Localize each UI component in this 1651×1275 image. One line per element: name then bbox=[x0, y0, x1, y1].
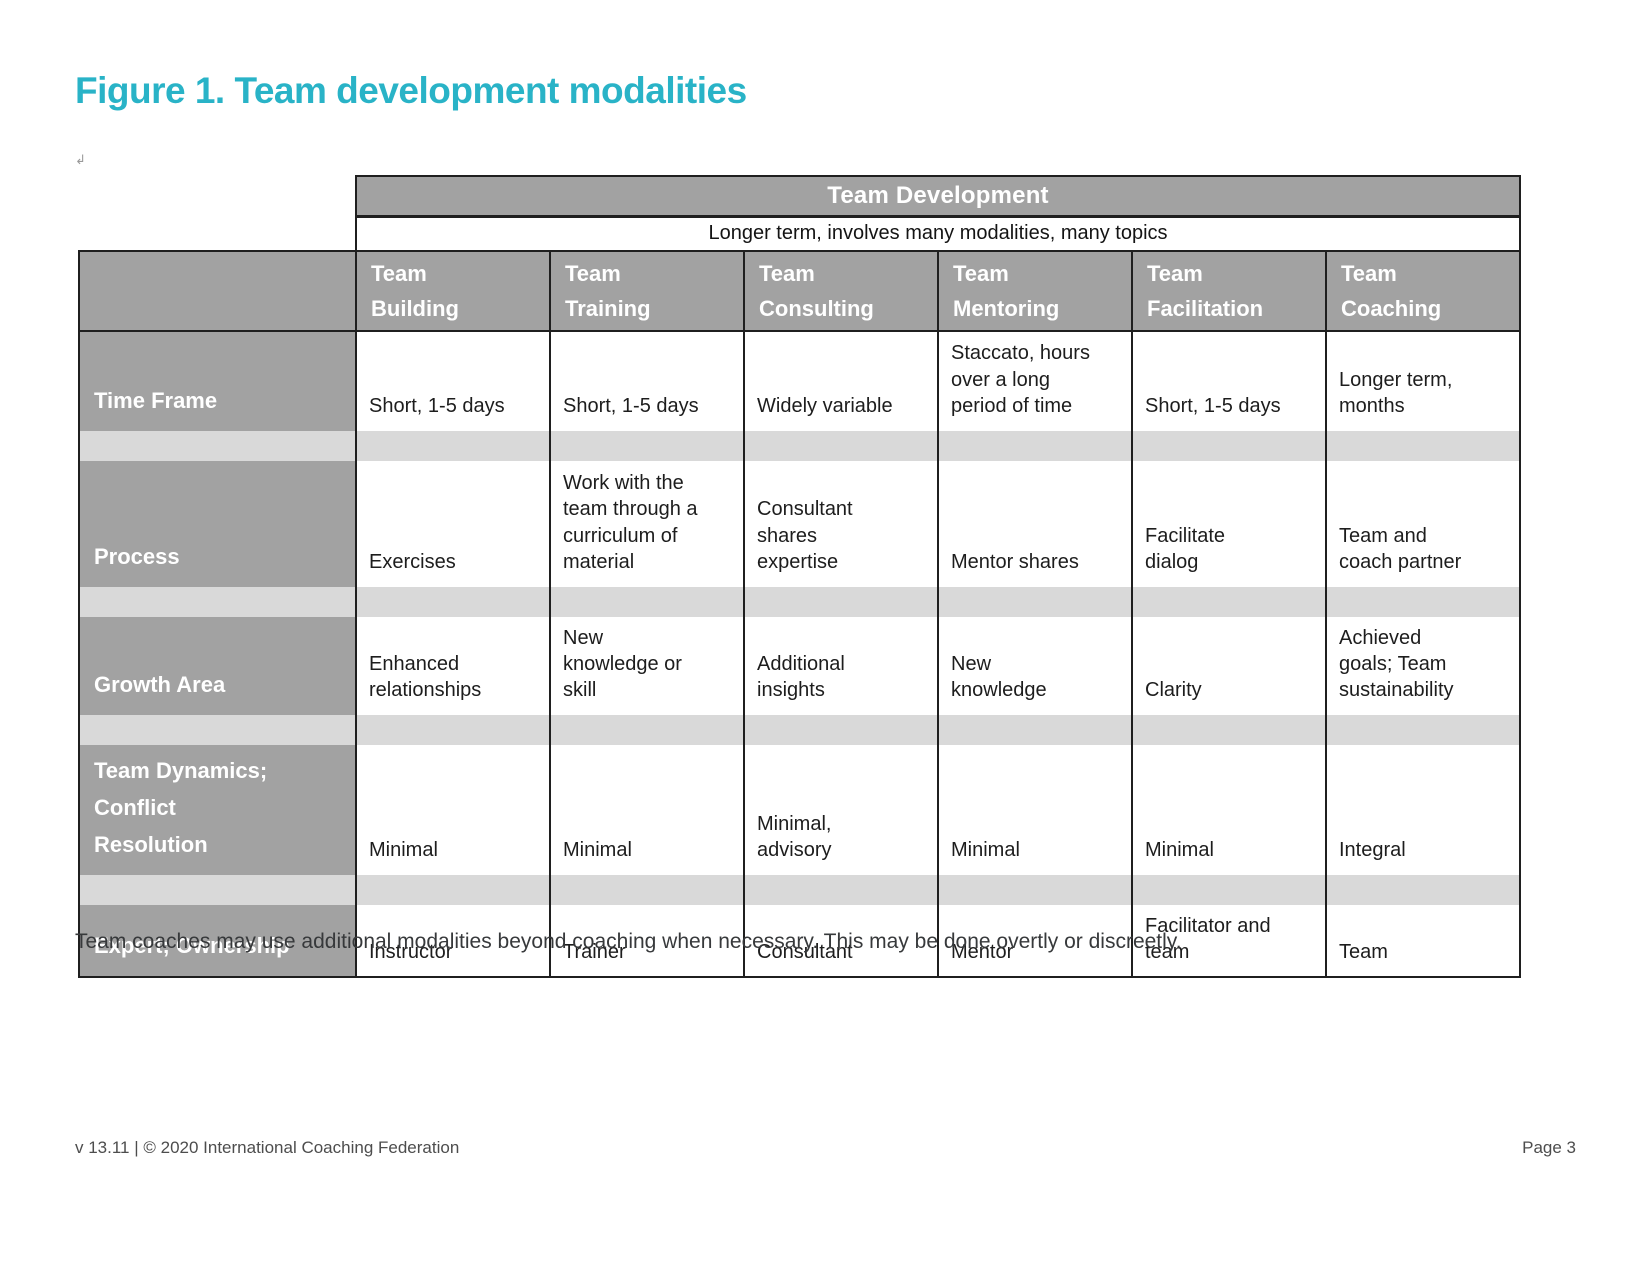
table-row-team-dynamics: Team Dynamics; Conflict Resolution Minim… bbox=[78, 744, 1522, 875]
spacer-cell bbox=[355, 586, 551, 617]
table-cell: Minimal, advisory bbox=[743, 744, 939, 875]
table-row-expert-ownership: Expert; Ownership Instructor Trainer Con… bbox=[78, 904, 1522, 979]
table-row-growth-area: Growth Area Enhanced relationships New k… bbox=[78, 616, 1522, 715]
table-cell: Minimal bbox=[355, 744, 551, 875]
spacer-cell bbox=[1131, 714, 1327, 745]
table-subtitle-row: Longer term, involves many modalities, m… bbox=[79, 216, 1522, 251]
blank-corner bbox=[79, 216, 356, 251]
row-header-expert-ownership: Expert; Ownership bbox=[78, 904, 357, 979]
table-cell: Exercises bbox=[355, 460, 551, 587]
table-cell: Consultant shares expertise bbox=[743, 460, 939, 587]
spacer-cell bbox=[355, 714, 551, 745]
spacer-row bbox=[78, 874, 1522, 905]
table-cell: Instructor bbox=[355, 904, 551, 979]
spacer-cell bbox=[549, 874, 745, 905]
spacer-cell bbox=[1131, 586, 1327, 617]
table-cell: Minimal bbox=[937, 744, 1133, 875]
table-cell: New knowledge bbox=[937, 616, 1133, 715]
footer-page-number: Page 3 bbox=[1522, 1138, 1576, 1157]
spacer-cell bbox=[1324, 874, 1522, 905]
spacer-cell bbox=[1324, 586, 1522, 617]
footer-version-text: v 13.11 | © 2020 International Coaching … bbox=[75, 1138, 460, 1157]
spacer-cell bbox=[743, 874, 939, 905]
table-cell: Facilitate dialog bbox=[1131, 460, 1327, 587]
table-cell: Facilitator and team bbox=[1131, 904, 1327, 979]
table-cell: Longer term, months bbox=[1324, 331, 1522, 431]
table-row-process: Process Exercises Work with the team thr… bbox=[78, 460, 1522, 587]
table-cell: Enhanced relationships bbox=[355, 616, 551, 715]
column-header-team-consulting: Team Consulting bbox=[743, 249, 939, 333]
row-header-team-dynamics: Team Dynamics; Conflict Resolution bbox=[78, 744, 357, 875]
table-row-time-frame: Time Frame Short, 1-5 days Short, 1-5 da… bbox=[78, 331, 1522, 431]
column-header-team-building: Team Building bbox=[355, 249, 551, 333]
spacer-cell bbox=[743, 586, 939, 617]
column-header-team-coaching: Team Coaching bbox=[1324, 249, 1522, 333]
spacer-cell bbox=[549, 714, 745, 745]
page-footer: v 13.11 | © 2020 International Coaching … bbox=[75, 1138, 1576, 1158]
row-header-growth-area: Growth Area bbox=[78, 616, 357, 715]
spacer-cell bbox=[78, 430, 357, 461]
spacer-row bbox=[78, 430, 1522, 461]
spacer-cell bbox=[1324, 430, 1522, 461]
spacer-cell bbox=[355, 874, 551, 905]
spacer-cell bbox=[937, 586, 1133, 617]
spacer-cell bbox=[1324, 714, 1522, 745]
blank-corner bbox=[79, 176, 356, 216]
column-header-team-facilitation: Team Facilitation bbox=[1131, 249, 1327, 333]
table-title-cell: Team Development bbox=[354, 175, 1522, 218]
figure-title: Figure 1. Team development modalities bbox=[75, 70, 747, 111]
spacer-cell bbox=[78, 874, 357, 905]
table-cell: Integral bbox=[1324, 744, 1522, 875]
spacer-row bbox=[78, 714, 1522, 745]
spacer-cell bbox=[549, 586, 745, 617]
caption-note: Team coaches may use additional modaliti… bbox=[75, 930, 1182, 953]
table-cell: Team and coach partner bbox=[1324, 460, 1522, 587]
table-cell: Minimal bbox=[1131, 744, 1327, 875]
spacer-cell bbox=[937, 874, 1133, 905]
corner-cell bbox=[78, 249, 357, 333]
spacer-cell bbox=[78, 714, 357, 745]
table-cell: Widely variable bbox=[743, 331, 939, 431]
spacer-cell bbox=[78, 586, 357, 617]
spacer-cell bbox=[743, 714, 939, 745]
spacer-cell bbox=[549, 430, 745, 461]
table-cell: Work with the team through a curriculum … bbox=[549, 460, 745, 587]
spacer-cell bbox=[937, 714, 1133, 745]
table-cell: Consultant bbox=[743, 904, 939, 979]
table-cell: Achieved goals; Team sustainability bbox=[1324, 616, 1522, 715]
spacer-cell bbox=[1131, 874, 1327, 905]
table-cell: Team bbox=[1324, 904, 1522, 979]
table-cell: Short, 1-5 days bbox=[549, 331, 745, 431]
spacer-row bbox=[78, 586, 1522, 617]
table-cell: Staccato, hours over a long period of ti… bbox=[937, 331, 1133, 431]
team-development-table: Team Development Longer term, involves m… bbox=[78, 175, 1522, 979]
spacer-cell bbox=[1131, 430, 1327, 461]
table-subtitle-cell: Longer term, involves many modalities, m… bbox=[354, 216, 1522, 251]
table-cell: Additional insights bbox=[743, 616, 939, 715]
column-header-row: Team Building Team Training Team Consult… bbox=[78, 249, 1522, 333]
table-title-row: Team Development bbox=[79, 175, 1522, 218]
paragraph-return-mark: ↲ bbox=[75, 152, 86, 167]
spacer-cell bbox=[355, 430, 551, 461]
spacer-cell bbox=[937, 430, 1133, 461]
table-cell: Trainer bbox=[549, 904, 745, 979]
table-cell: Mentor bbox=[937, 904, 1133, 979]
column-header-team-mentoring: Team Mentoring bbox=[937, 249, 1133, 333]
table-cell: Mentor shares bbox=[937, 460, 1133, 587]
table-cell: Short, 1-5 days bbox=[355, 331, 551, 431]
table-cell: New knowledge or skill bbox=[549, 616, 745, 715]
table-cell: Short, 1-5 days bbox=[1131, 331, 1327, 431]
column-header-team-training: Team Training bbox=[549, 249, 745, 333]
table-cell: Clarity bbox=[1131, 616, 1327, 715]
table-cell: Minimal bbox=[549, 744, 745, 875]
spacer-cell bbox=[743, 430, 939, 461]
row-header-time-frame: Time Frame bbox=[78, 331, 357, 431]
row-header-process: Process bbox=[78, 460, 357, 587]
